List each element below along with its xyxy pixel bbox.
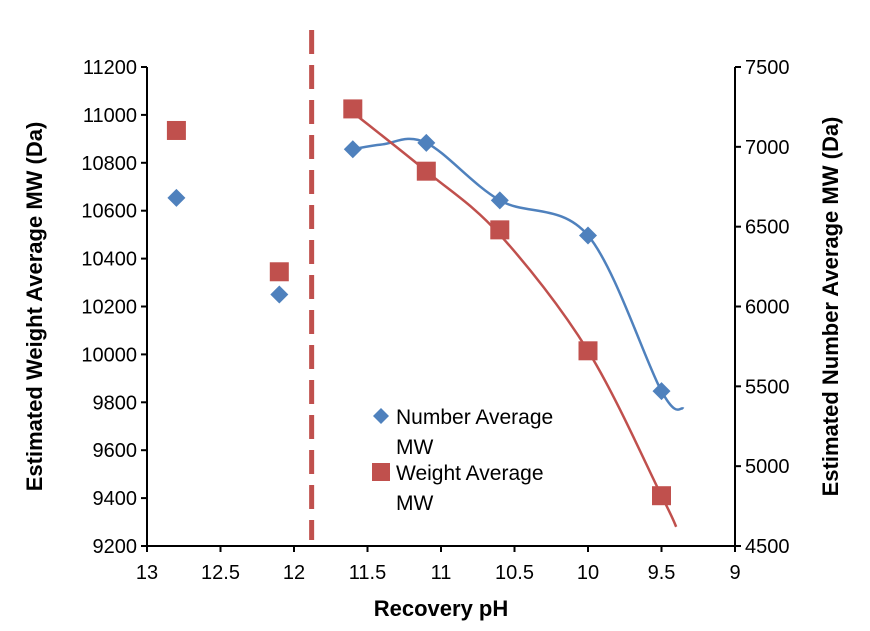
x-tick-label: 11.5: [349, 562, 386, 584]
weight-average-point: [166, 120, 186, 140]
data-points: [166, 99, 671, 506]
legend: Number Average MW Weight Average MW: [372, 406, 553, 515]
x-axis-title: Recovery pH: [374, 596, 509, 621]
y-right-tick-label: 7000: [745, 137, 790, 159]
weight-average-point: [269, 262, 289, 282]
number-average-point: [490, 191, 509, 210]
number-average-point: [270, 285, 289, 304]
y-left-tick-label: 9600: [93, 440, 138, 462]
number-average-trendline: [352, 137, 685, 411]
number-average-point: [652, 382, 671, 401]
y-left-tick-label: 11000: [83, 105, 137, 127]
y-right-axis-title: Estimated Number Average MW (Da): [818, 117, 843, 497]
y-left-tick-label: 11200: [83, 57, 137, 79]
y-right-tick-label: 6500: [745, 217, 790, 239]
weight-average-point: [490, 220, 510, 240]
x-tick-label: 11: [431, 562, 452, 584]
x-tick-label: 12.5: [201, 562, 240, 584]
y-left-tick-label: 9400: [93, 488, 138, 510]
y-left-tick-label: 9200: [93, 536, 138, 558]
y-right-tick-label: 6000: [745, 297, 790, 319]
y-left-tick-label: 9800: [93, 392, 138, 414]
legend-number-average-label: MW: [396, 436, 433, 459]
number-average-point: [579, 226, 597, 245]
axis-titles: Recovery pH Estimated Weight Average MW (…: [22, 117, 843, 621]
x-tick-label: 10.5: [495, 562, 534, 584]
y-right-tick-label: 5500: [745, 376, 790, 398]
weight-average-point: [652, 486, 671, 506]
x-tick-label: 13: [136, 562, 158, 584]
legend-weight-average-marker: [372, 463, 390, 481]
y-left-axis-title: Estimated Weight Average MW (Da): [22, 122, 47, 492]
number-average-point: [417, 133, 436, 152]
x-tick-label: 12: [283, 562, 305, 584]
weight-average-point: [578, 341, 598, 361]
y-right-tick-label: 5000: [745, 456, 790, 478]
weight-average-point: [343, 99, 363, 119]
y-left-tick-label: 10400: [81, 249, 137, 271]
y-right-tick-label: 4500: [745, 536, 790, 558]
x-tick-label: 9: [729, 562, 740, 584]
x-tick-label: 9.5: [648, 562, 676, 584]
chart-ticks: 13 12.5 12 11.5 11 10.5 10 9.5 9 9200 9400 9600 9800…: [81, 57, 789, 584]
y-left-tick-label: 10000: [81, 344, 137, 366]
y-right-tick-label: 7500: [745, 57, 790, 79]
weight-average-point: [416, 161, 436, 181]
legend-weight-average-label: MW: [396, 492, 433, 515]
y-left-tick-label: 10600: [81, 201, 137, 223]
number-average-point: [167, 188, 186, 207]
legend-number-average-marker: [373, 408, 389, 424]
x-tick-label: 10: [577, 562, 599, 584]
y-left-tick-label: 10800: [81, 153, 137, 175]
legend-weight-average-label: Weight Average: [396, 462, 544, 485]
y-left-tick-label: 10200: [81, 297, 137, 319]
number-average-point: [343, 140, 362, 159]
legend-number-average-label: Number Average: [396, 406, 553, 429]
